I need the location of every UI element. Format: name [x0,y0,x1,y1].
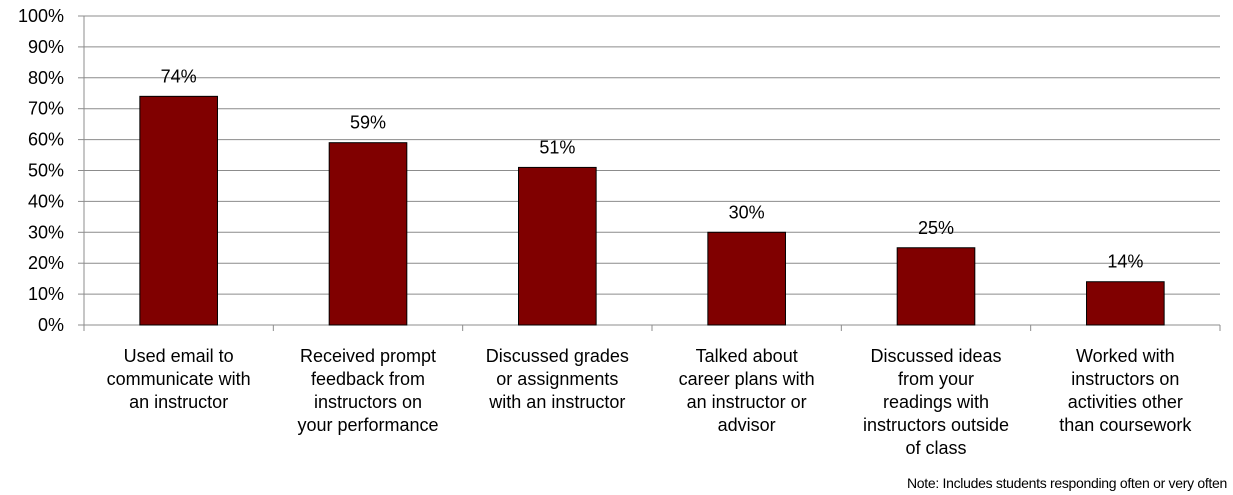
data-label: 25% [918,218,954,238]
y-tick-label: 70% [28,99,64,119]
y-tick-label: 80% [28,68,64,88]
bar [1086,281,1165,326]
y-tick-label: 100% [18,6,64,26]
y-tick-label: 30% [28,222,64,242]
category-label: Discussed grades or assignments with an in… [486,346,629,412]
y-tick-label: 10% [28,284,64,304]
data-label: 59% [350,113,386,133]
bar [518,166,597,326]
bar [328,142,408,326]
y-tick-label: 0% [38,315,64,335]
data-label: 14% [1107,252,1143,272]
bar [896,247,976,326]
y-tick-label: 90% [28,37,64,57]
bar [707,231,786,326]
y-tick-label: 20% [28,253,64,273]
category-label: Discussed ideas from your readings with ins… [863,346,1009,458]
category-label: Received prompt feedback from instructors … [297,346,438,435]
category-label: Used email to communicate with an instruct… [107,346,251,412]
bar [139,95,218,326]
data-label: 30% [729,202,765,222]
y-tick-label: 40% [28,191,64,211]
category-label: Talked about career plans with an instruct… [679,346,815,435]
y-tick-label: 50% [28,161,64,181]
y-tick-label: 60% [28,130,64,150]
category-label: Worked with instructors on activities othe… [1059,346,1192,435]
data-label: 74% [161,66,197,86]
data-label: 51% [539,137,575,157]
chart-note: Note: Includes students responding often… [906,475,1227,491]
